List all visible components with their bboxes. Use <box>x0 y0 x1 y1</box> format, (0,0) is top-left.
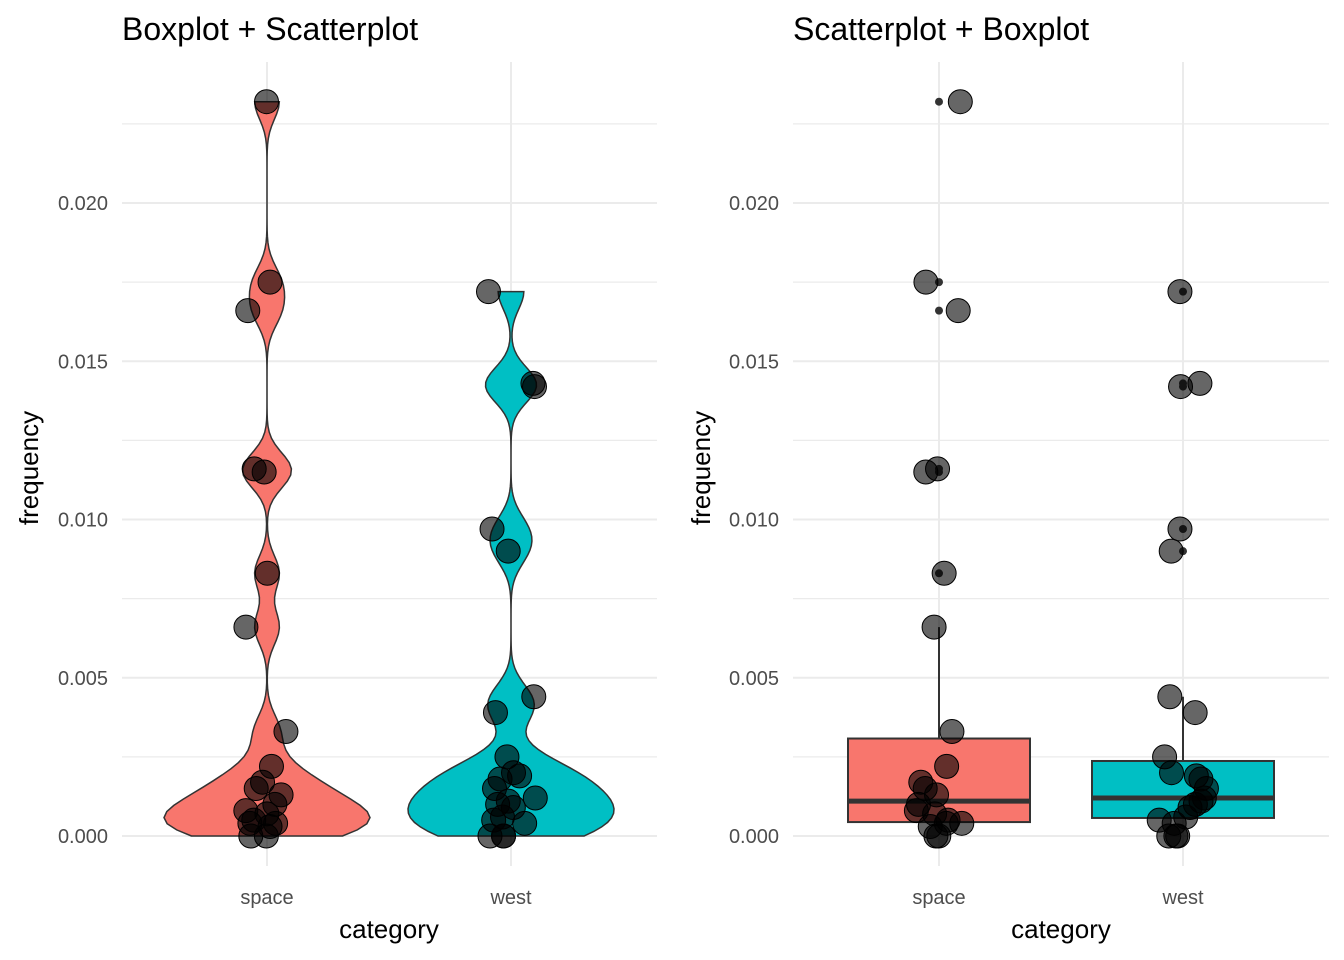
data-point <box>931 560 957 586</box>
y-tick-label: 0.015 <box>729 351 779 373</box>
data-point <box>521 374 547 400</box>
data-point <box>945 298 971 324</box>
panel-right: Scatterplot + Boxplot category frequency 0.… <box>686 11 1329 944</box>
outlier-point <box>935 306 943 315</box>
data-point <box>921 614 947 640</box>
data-point <box>233 614 259 640</box>
data-point <box>1157 684 1183 710</box>
panel-title: Boxplot + Scatterplot <box>122 11 418 47</box>
x-axis-label: category <box>339 914 439 944</box>
y-tick-label: 0.020 <box>729 193 779 215</box>
gridlines <box>122 62 657 866</box>
y-tick-label: 0.000 <box>58 826 108 848</box>
data-point <box>477 823 503 849</box>
data-point <box>512 810 538 836</box>
data-point <box>495 538 521 564</box>
y-tick-label: 0.020 <box>58 193 108 215</box>
y-tick-label: 0.005 <box>729 668 779 690</box>
y-tick-label: 0.000 <box>729 826 779 848</box>
data-point <box>934 753 960 779</box>
x-tick-label: west <box>489 887 532 909</box>
data-point <box>913 459 939 485</box>
panel-title: Scatterplot + Boxplot <box>793 11 1089 47</box>
data-point <box>1158 538 1184 564</box>
data-point <box>1168 374 1194 400</box>
violin-west <box>407 290 615 837</box>
data-point <box>913 269 939 295</box>
y-axis-label: frequency <box>14 411 44 525</box>
data-point <box>476 279 502 305</box>
x-tick-label: space <box>912 887 965 909</box>
data-point <box>949 810 975 836</box>
data-point <box>1167 279 1193 305</box>
outlier-point <box>935 97 943 106</box>
data-point <box>1159 760 1185 786</box>
data-point <box>479 516 505 542</box>
data-point <box>522 785 548 811</box>
data-point <box>254 89 280 115</box>
data-point <box>1167 516 1193 542</box>
data-point <box>257 269 283 295</box>
x-tick-label: space <box>240 887 293 909</box>
data-point <box>1182 700 1208 726</box>
data-point <box>947 89 973 115</box>
y-tick-label: 0.015 <box>58 351 108 373</box>
data-point <box>251 459 277 485</box>
y-tick-label: 0.010 <box>729 510 779 532</box>
data-point <box>521 684 547 710</box>
data-point <box>273 719 299 745</box>
y-tick-label: 0.010 <box>58 510 108 532</box>
data-point <box>482 700 508 726</box>
y-tick-label: 0.005 <box>58 668 108 690</box>
data-point <box>243 776 269 802</box>
data-point <box>926 823 952 849</box>
data-point <box>939 719 965 745</box>
data-point <box>235 298 261 324</box>
panel-left: Boxplot + Scatterplot category frequency 0.… <box>14 11 657 944</box>
data-point <box>1165 823 1191 849</box>
x-axis-label: category <box>1011 914 1111 944</box>
y-axis-label: frequency <box>686 411 716 525</box>
data-point <box>254 560 280 586</box>
data-point <box>238 823 264 849</box>
x-tick-label: west <box>1161 887 1204 909</box>
